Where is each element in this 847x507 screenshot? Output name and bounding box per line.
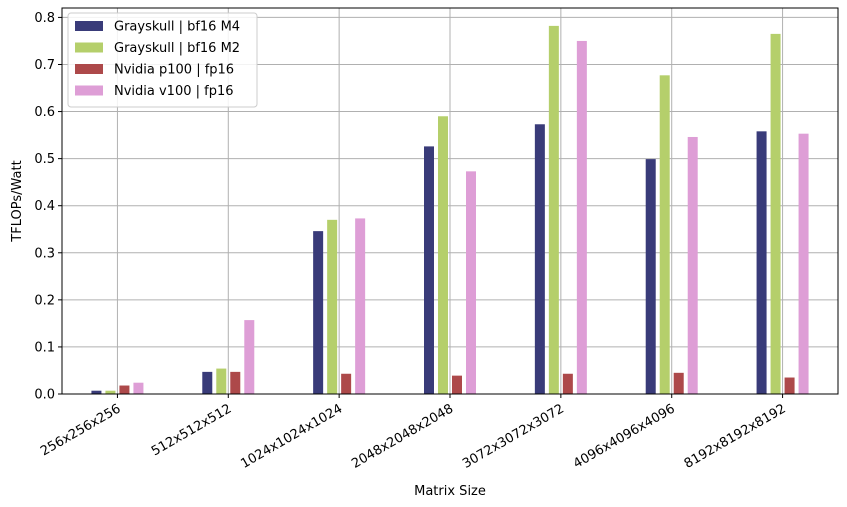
bars (91, 25, 809, 395)
legend-swatch (75, 64, 103, 74)
bar (202, 371, 213, 394)
bar (548, 25, 559, 394)
bar (645, 159, 656, 394)
legend-entry-label: Grayskull | bf16 M4 (114, 20, 240, 35)
bar (798, 133, 809, 394)
bar (91, 390, 102, 394)
bar (659, 75, 670, 394)
bar (534, 124, 545, 395)
bar (770, 33, 781, 394)
legend-swatch (75, 85, 103, 96)
y-tick-label: 0.2 (34, 293, 55, 308)
legend-entry-label: Nvidia p100 | fp16 (114, 63, 234, 78)
bar (105, 390, 116, 394)
legend-frame (67, 12, 258, 108)
y-tick-label: 0.3 (34, 246, 55, 261)
bar (424, 146, 434, 394)
legend-swatch (75, 42, 103, 53)
bar (452, 375, 462, 394)
bar (216, 368, 227, 394)
y-axis-label: TFLOPs/Watt (10, 160, 25, 242)
bar (466, 171, 476, 394)
legend-entry-label: Nvidia v100 | fp16 (114, 84, 234, 99)
bar (438, 116, 448, 394)
y-tick-label: 0.1 (34, 340, 55, 355)
bar (576, 40, 587, 394)
bar (784, 377, 795, 394)
y-tick-label: 0.4 (34, 199, 55, 214)
bar (562, 373, 573, 394)
y-tick-label: 0.8 (34, 11, 55, 26)
legend-swatch (75, 21, 103, 31)
y-tick-label: 0.5 (34, 152, 55, 167)
legend: Grayskull | bf16 M4 Grayskull | bf16 M2 Nv… (67, 12, 258, 108)
bar (687, 136, 698, 395)
bar (756, 131, 767, 394)
bar (119, 385, 130, 394)
legend-entry-label: Grayskull | bf16 M2 (114, 41, 240, 56)
bar (341, 373, 352, 394)
bar (355, 218, 366, 394)
bar (313, 231, 324, 394)
x-axis-label: Matrix Size (414, 484, 486, 499)
y-tick-label: 0.6 (34, 105, 55, 120)
bar (327, 219, 338, 394)
bar (133, 382, 144, 394)
bar (230, 371, 241, 394)
bar (673, 372, 684, 394)
y-tick-label: 0.0 (34, 388, 55, 403)
bar (244, 320, 255, 394)
y-tick-label: 0.7 (34, 58, 55, 73)
y-axis-ticks: 0.0 0.1 0.2 0.3 0.4 0.5 0.6 0.7 0.8 (34, 11, 62, 403)
